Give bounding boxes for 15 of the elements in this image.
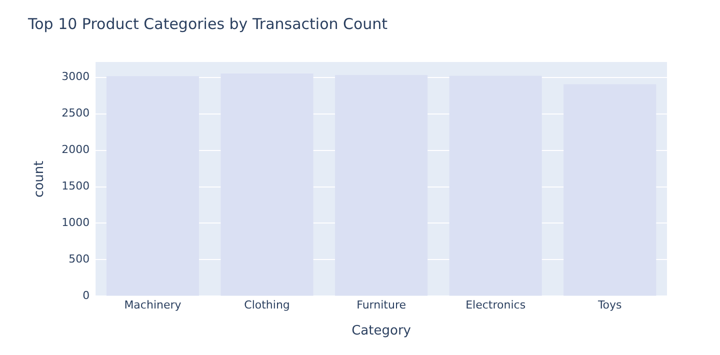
x-tick-label: Electronics [466, 298, 526, 312]
y-tick-label: 2500 [62, 106, 90, 120]
x-tick-label: Furniture [356, 298, 406, 312]
y-tick-label: 2000 [62, 143, 90, 156]
y-tick-label: 500 [68, 252, 90, 266]
x-tick-label: Clothing [244, 298, 290, 312]
y-tick-label: 0 [82, 289, 90, 302]
x-tick-label: Machinery [124, 298, 182, 312]
y-tick-label: 3000 [62, 70, 90, 84]
y-tick-label: 1000 [62, 216, 90, 230]
chart-title: Top 10 Product Categories by Transaction Count [27, 14, 388, 33]
y-axis-title: count [32, 160, 48, 198]
x-axis-title: Category [352, 324, 412, 339]
y-tick-label: 1500 [62, 180, 90, 193]
x-tick-label: Toys [596, 298, 622, 312]
